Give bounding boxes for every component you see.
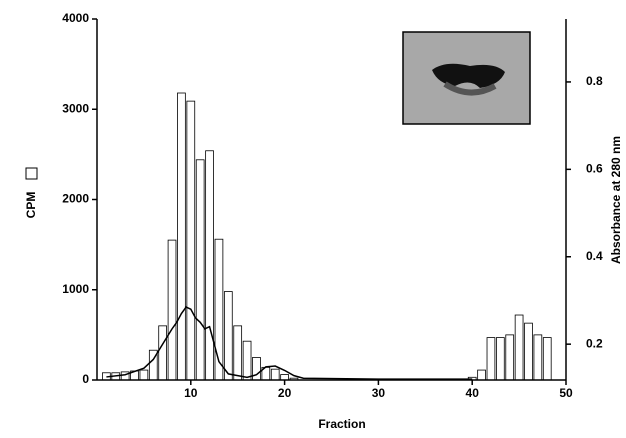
bar <box>514 314 524 381</box>
absorbance-line <box>106 306 473 380</box>
legend-swatch <box>25 167 38 180</box>
x-tick-label: 20 <box>278 386 292 400</box>
y-tick-label: 0 <box>82 372 89 386</box>
bar <box>205 150 214 381</box>
bar <box>177 92 186 381</box>
y-tick-label: 3000 <box>62 101 89 115</box>
bar <box>139 369 149 381</box>
y2-tick-label: 0.2 <box>586 336 603 350</box>
y2-axis-label: Absorbance at 280 nm <box>609 136 623 264</box>
bar <box>280 374 289 381</box>
y-tick-label: 4000 <box>62 11 89 25</box>
bar <box>195 159 205 381</box>
bar <box>496 337 505 381</box>
inset-image <box>402 31 531 125</box>
bar <box>158 325 167 381</box>
y2-tick-label: 0.6 <box>586 162 603 176</box>
y2-tick-label: 0.8 <box>586 74 603 88</box>
bar <box>186 100 196 381</box>
x-tick-label: 10 <box>184 386 198 400</box>
y-tick-label: 1000 <box>62 282 89 296</box>
bar <box>477 369 486 381</box>
x-axis-label: Fraction <box>318 417 365 431</box>
bar <box>242 340 252 381</box>
x-tick-label: 50 <box>559 386 573 400</box>
x-tick-label: 30 <box>372 386 386 400</box>
bar <box>542 337 552 381</box>
bar <box>233 325 243 381</box>
bar <box>486 337 496 381</box>
bar <box>533 334 543 381</box>
bar <box>505 334 515 381</box>
bar <box>252 357 261 381</box>
x-tick-label: 40 <box>466 386 480 400</box>
bar <box>524 322 533 381</box>
bar <box>223 291 233 381</box>
y-axis-label: CPM <box>24 192 38 219</box>
y-tick-label: 2000 <box>62 192 89 206</box>
y2-tick-label: 0.4 <box>586 249 603 263</box>
bar <box>167 239 177 381</box>
bar <box>270 368 280 381</box>
